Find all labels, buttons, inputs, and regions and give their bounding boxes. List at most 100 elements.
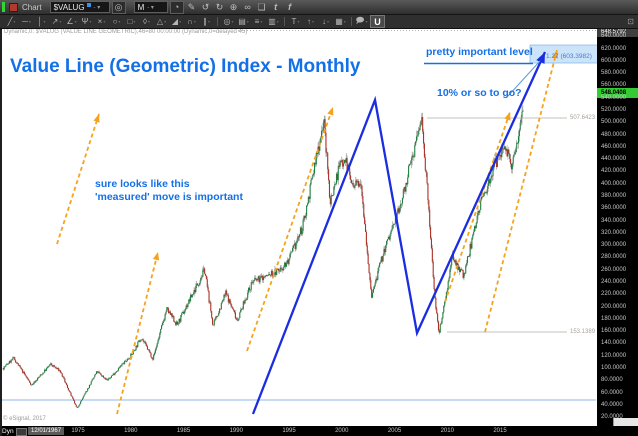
price-tick: 560.0000 [601, 82, 627, 89]
price-tick: 280.0000 [601, 254, 627, 261]
toolbar-separator [284, 17, 285, 26]
fib-extension-tool[interactable]: ≡ [251, 16, 266, 27]
symbol-lookup-icon[interactable]: ◎ [111, 0, 126, 14]
toolbar-separator [217, 17, 218, 26]
zoom-circle-icon[interactable]: ⊕ [229, 1, 238, 12]
price-tick: 440.0000 [601, 156, 627, 163]
chart-info-line: Dynamic,0: $VALUG (VALUE LINE GEOMETRIC)… [4, 29, 248, 35]
ray-tool[interactable]: ↗ [49, 16, 64, 27]
pitchfork-tool[interactable]: Ψ [79, 16, 94, 27]
important-level-annotation[interactable]: pretty important level [426, 46, 533, 58]
measured-move-line2: 'measured' move is important [95, 191, 243, 203]
symbol-input[interactable]: $VALUG - ▾ [49, 1, 110, 13]
lower-level-label: 153.1389 [570, 328, 596, 335]
ellipse-tool[interactable]: ○ [109, 16, 124, 27]
year-label: 1980 [124, 428, 138, 434]
copyright-label: © eSignal, 2017 [3, 416, 46, 422]
fib-circle-tool[interactable]: ◎ [221, 16, 236, 27]
price-tick: 140.0000 [601, 340, 627, 347]
interval-input[interactable]: M - ▾ [133, 1, 168, 13]
chart-title-annotation[interactable]: Value Line (Geometric) Index - Monthly [10, 56, 361, 77]
to-go-annotation[interactable]: 10% or so to go? [437, 87, 522, 99]
status-led-icon [2, 2, 5, 12]
price-axis[interactable]: 648.5792 548.0408 640.0000 620.0000 600.00… [597, 28, 638, 426]
twitter-icon[interactable]: t [274, 2, 278, 12]
panel-icon[interactable]: ⊡ [627, 17, 634, 26]
pencil-icon[interactable]: ✎ [187, 1, 196, 12]
data-source-indicator-icon [86, 3, 91, 7]
rectangle-tool[interactable]: □ [124, 16, 139, 27]
year-label: 2000 [335, 428, 349, 434]
comment-tool[interactable]: 🗩 [355, 16, 368, 27]
price-tick: 640.0000 [601, 33, 627, 40]
measured-move-line1: sure looks like this [95, 178, 190, 190]
interval-dropdown-icon[interactable]: - ▾ [147, 4, 154, 11]
year-label: 1975 [71, 428, 85, 434]
year-label: 2005 [387, 428, 402, 434]
underline-tool-button[interactable]: U [370, 15, 385, 28]
axis-corner-button[interactable] [613, 418, 638, 426]
price-tick: 520.0000 [601, 106, 627, 113]
symbol-value: $VALUG [53, 2, 85, 12]
price-tick: 600.0000 [601, 57, 627, 64]
price-tick: 360.0000 [601, 205, 627, 212]
grid-tool-tool[interactable]: ▦ [333, 16, 348, 27]
upper-level-label: 507.6423 [570, 114, 596, 121]
drawing-toolbar: ╱─│↗∠Ψ×○□◊△◢∩∥ ◎▤≡▥ T↑↓▦ 🗩 U ⊡ [0, 15, 638, 29]
chart-tab[interactable]: Chart [22, 2, 42, 12]
facebook-icon[interactable]: f [288, 2, 292, 12]
price-tick: 380.0000 [601, 192, 627, 199]
year-label: 2015 [493, 428, 507, 434]
price-tick: 40.0000 [601, 401, 623, 408]
fib-time-zones-tool[interactable]: ▥ [266, 16, 281, 27]
angle-tool[interactable]: ∠ [64, 16, 79, 27]
year-label: 1985 [176, 428, 191, 434]
price-tick: 620.0000 [601, 45, 627, 52]
horizontal-line-tool[interactable]: ─ [19, 16, 34, 27]
arrow-up-tool[interactable]: ↑ [303, 16, 318, 27]
price-tick: 580.0000 [601, 70, 627, 77]
trendline-tool[interactable]: ╱ [4, 16, 19, 27]
price-tick: 20.0000 [601, 414, 623, 421]
arc-tool[interactable]: ∩ [184, 16, 199, 27]
price-tick: 180.0000 [601, 315, 627, 322]
price-tick: 220.0000 [601, 291, 627, 298]
redo-circle-icon[interactable]: ↻ [215, 1, 224, 12]
price-tick: 420.0000 [601, 168, 627, 175]
measured-move-annotation[interactable]: sure looks like this 'measured' move is … [95, 178, 243, 204]
price-tick: 480.0000 [601, 131, 627, 138]
vertical-line-tool[interactable]: │ [34, 16, 49, 27]
price-tick: 320.0000 [601, 229, 627, 236]
wedge-tool[interactable]: ◢ [169, 16, 184, 27]
clock-icon[interactable]: ◔ [169, 0, 184, 14]
time-axis[interactable]: Dyn 12/01/1967 1975 1980 1985 1990 1995 2000 2… [0, 426, 638, 436]
text-tool-tool[interactable]: T [288, 16, 303, 27]
undo-circle-icon[interactable]: ↺ [201, 1, 210, 12]
price-tick: 460.0000 [601, 143, 627, 150]
window-left-border [0, 28, 2, 436]
cross-tool[interactable]: × [94, 16, 109, 27]
year-label: 1995 [282, 428, 296, 434]
start-date-box: 12/01/1967 [28, 427, 65, 435]
link-icon[interactable]: ∞ [244, 2, 251, 12]
fib-retracement-tool[interactable]: ▤ [236, 16, 251, 27]
price-tick: 340.0000 [601, 217, 627, 224]
chat-icon[interactable]: ❏ [257, 1, 266, 12]
price-tick: 400.0000 [601, 180, 627, 187]
fib-extension-label: 1.27 (603.3982) [546, 53, 592, 60]
axis-high-box: 648.5792 [597, 28, 638, 37]
parallel-channel-tool[interactable]: ∥ [199, 16, 214, 27]
triangle-tool[interactable]: △ [154, 16, 169, 27]
price-tick: 160.0000 [601, 328, 627, 335]
price-tick: 240.0000 [601, 278, 627, 285]
calendar-icon[interactable] [16, 428, 27, 436]
price-tick: 120.0000 [601, 352, 627, 359]
price-tick: 200.0000 [601, 303, 627, 310]
arrow-down-tool[interactable]: ↓ [318, 16, 333, 27]
symbol-dropdown-icon[interactable]: - ▾ [93, 4, 101, 11]
price-tick: 100.0000 [601, 364, 627, 371]
dynamic-mode-label: Dyn [2, 428, 14, 435]
polygon-tool[interactable]: ◊ [139, 16, 154, 27]
price-tick: 80.0000 [601, 377, 623, 384]
